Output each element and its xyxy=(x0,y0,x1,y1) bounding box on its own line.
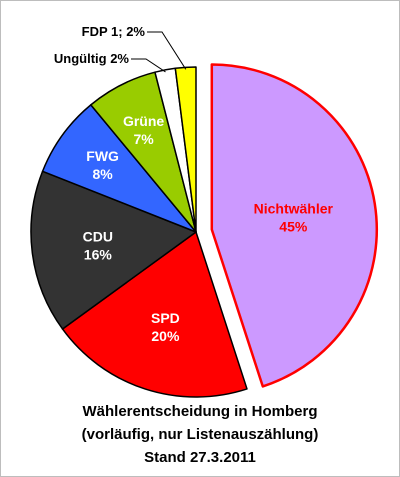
slice-label-spd: SPD xyxy=(151,310,180,326)
chart-title-line-2: (vorläufig, nur Listenauszählung) xyxy=(81,426,319,443)
slice-value-spd: 20% xyxy=(151,328,180,344)
pie-slice-nichtwaehler xyxy=(210,63,378,388)
outside-label-ungueltig: Ungültig 2% xyxy=(54,51,130,66)
chart-title: Wählerentscheidung in Homberg (vorläufig… xyxy=(0,400,400,469)
pie-chart: Nichtwähler 45% SPD 20% CDU 16% FWG 8% Grüne 7% FD… xyxy=(30,24,378,398)
slice-label-fwg: FWG xyxy=(86,148,119,164)
slice-value-fwg: 8% xyxy=(92,166,113,182)
slice-label-gruene: Grüne xyxy=(123,113,164,129)
pie-slice-cdu xyxy=(30,170,197,330)
leader-line-ungueltig xyxy=(131,58,166,73)
slice-label-nichtwaehler: Nichtwähler xyxy=(254,201,334,217)
slice-value-nichtwaehler: 45% xyxy=(279,219,308,235)
slice-value-gruene: 7% xyxy=(133,131,154,147)
slice-label-cdu: CDU xyxy=(83,228,113,244)
chart-title-line-3: Stand 27.3.2011 xyxy=(144,449,256,466)
chart-title-line-1: Wählerentscheidung in Homberg xyxy=(82,403,318,420)
slice-value-cdu: 16% xyxy=(84,246,113,262)
pie-slice-fdp-1 xyxy=(174,66,197,233)
leader-line-fdp xyxy=(147,31,187,70)
pie-slice-spd xyxy=(61,231,248,398)
outside-label-fdp: FDP 1; 2% xyxy=(82,24,146,39)
